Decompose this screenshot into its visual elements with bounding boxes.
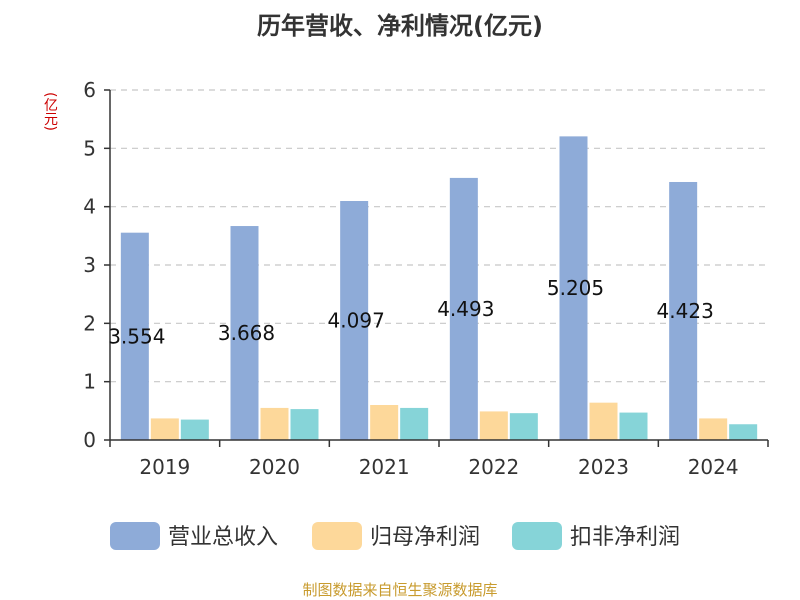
bar-2021-0 <box>340 201 369 440</box>
bar-2024-0 <box>669 181 698 440</box>
revenue-data-label: 5.205 <box>547 276 604 300</box>
revenue-data-label: 3.668 <box>218 321 275 345</box>
bar-2022-1 <box>479 411 508 440</box>
x-tick-label: 2024 <box>688 455 739 479</box>
chart-title: 历年营收、净利情况(亿元) <box>257 12 543 40</box>
x-tick-label: 2023 <box>578 455 629 479</box>
bar-2024-2 <box>729 424 758 440</box>
y-tick-label: 4 <box>83 195 96 219</box>
legend-swatch <box>512 522 562 550</box>
y-tick-label: 3 <box>83 253 96 277</box>
y-tick-label: 6 <box>83 78 96 102</box>
x-tick-label: 2021 <box>359 455 410 479</box>
revenue-data-label: 4.493 <box>437 297 494 321</box>
bar-2022-0 <box>449 177 478 441</box>
legend-label: 营业总收入 <box>168 525 278 550</box>
source-note: 制图数据来自恒生聚源数据库 <box>302 581 498 599</box>
y-axis-unit-label: (亿元) <box>42 92 58 131</box>
x-tick-label: 2022 <box>468 455 519 479</box>
x-tick-label: 2019 <box>139 455 190 479</box>
bar-2023-1 <box>589 402 618 440</box>
bar-2019-0 <box>120 232 149 440</box>
bar-2019-2 <box>180 419 209 440</box>
bar-2023-2 <box>619 412 648 440</box>
legend-label: 归母净利润 <box>370 525 480 550</box>
bar-2023-0 <box>559 136 588 440</box>
bar-2019-1 <box>150 418 179 440</box>
y-tick-label: 0 <box>83 428 96 452</box>
x-tick-label: 2020 <box>249 455 300 479</box>
revenue-data-label: 4.097 <box>328 309 385 333</box>
legend-label: 扣非净利润 <box>570 525 680 550</box>
bars <box>120 136 758 441</box>
y-tick-label: 1 <box>83 370 96 394</box>
axes: 0 1 2 3 4 5 6 2019 2020 2021 2022 2023 2024 <box>83 78 769 479</box>
revenue-data-label: 3.554 <box>108 324 165 348</box>
y-tick-label: 5 <box>83 136 96 160</box>
bar-2021-2 <box>400 407 429 440</box>
data-labels: 3.554 3.668 4.097 4.493 5.205 4.423 <box>108 276 714 348</box>
bar-2022-2 <box>509 413 538 440</box>
legend: 营业总收入 归母净利润 扣非净利润 <box>110 522 680 550</box>
y-tick-label: 2 <box>83 311 96 335</box>
revenue-data-label: 4.423 <box>657 299 714 323</box>
bar-2021-1 <box>370 405 399 440</box>
bar-2020-1 <box>260 407 289 440</box>
bar-2020-2 <box>290 409 319 440</box>
bar-2020-0 <box>230 226 259 440</box>
legend-swatch <box>312 522 362 550</box>
bar-2024-1 <box>699 418 728 440</box>
legend-swatch <box>110 522 160 550</box>
